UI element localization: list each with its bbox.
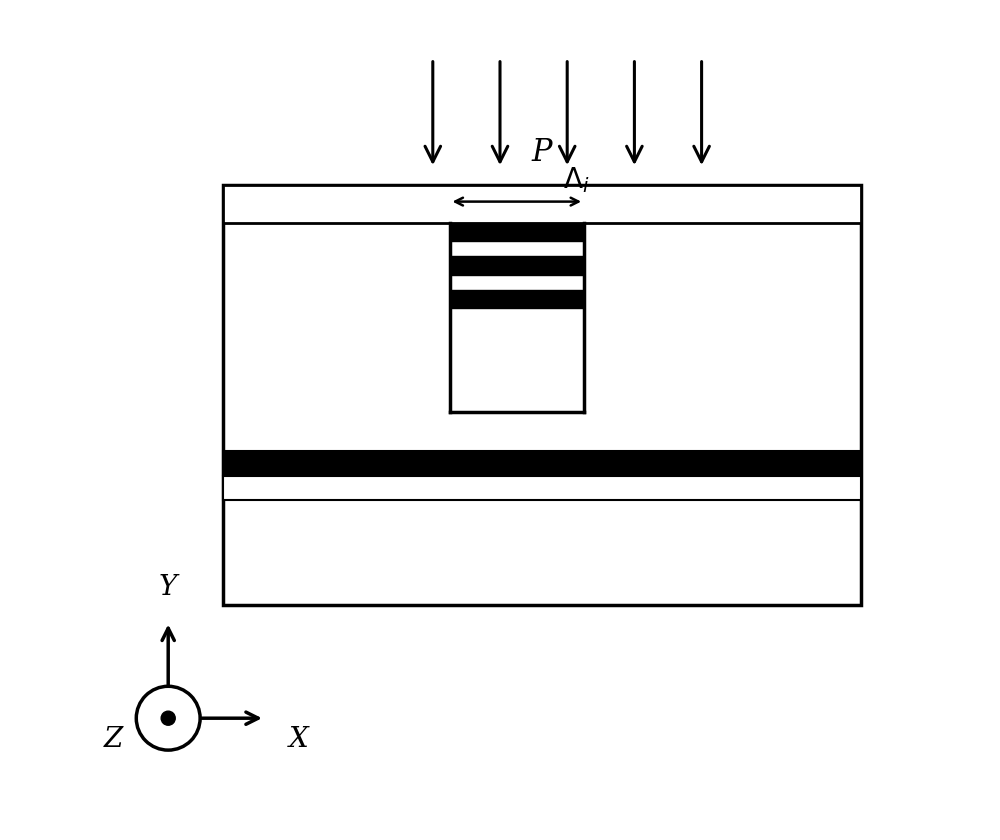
- Text: $\Lambda_i$: $\Lambda_i$: [563, 165, 590, 195]
- Text: Y: Y: [159, 574, 177, 601]
- Text: Z: Z: [104, 726, 123, 753]
- Bar: [450, 290, 584, 308]
- Bar: [450, 256, 584, 275]
- Circle shape: [136, 686, 200, 750]
- Bar: [450, 223, 584, 241]
- Circle shape: [161, 711, 175, 725]
- Bar: [223, 185, 861, 223]
- Bar: [223, 185, 861, 605]
- Text: P: P: [532, 137, 552, 168]
- Bar: [223, 476, 861, 500]
- Text: X: X: [288, 726, 308, 753]
- Bar: [223, 451, 861, 475]
